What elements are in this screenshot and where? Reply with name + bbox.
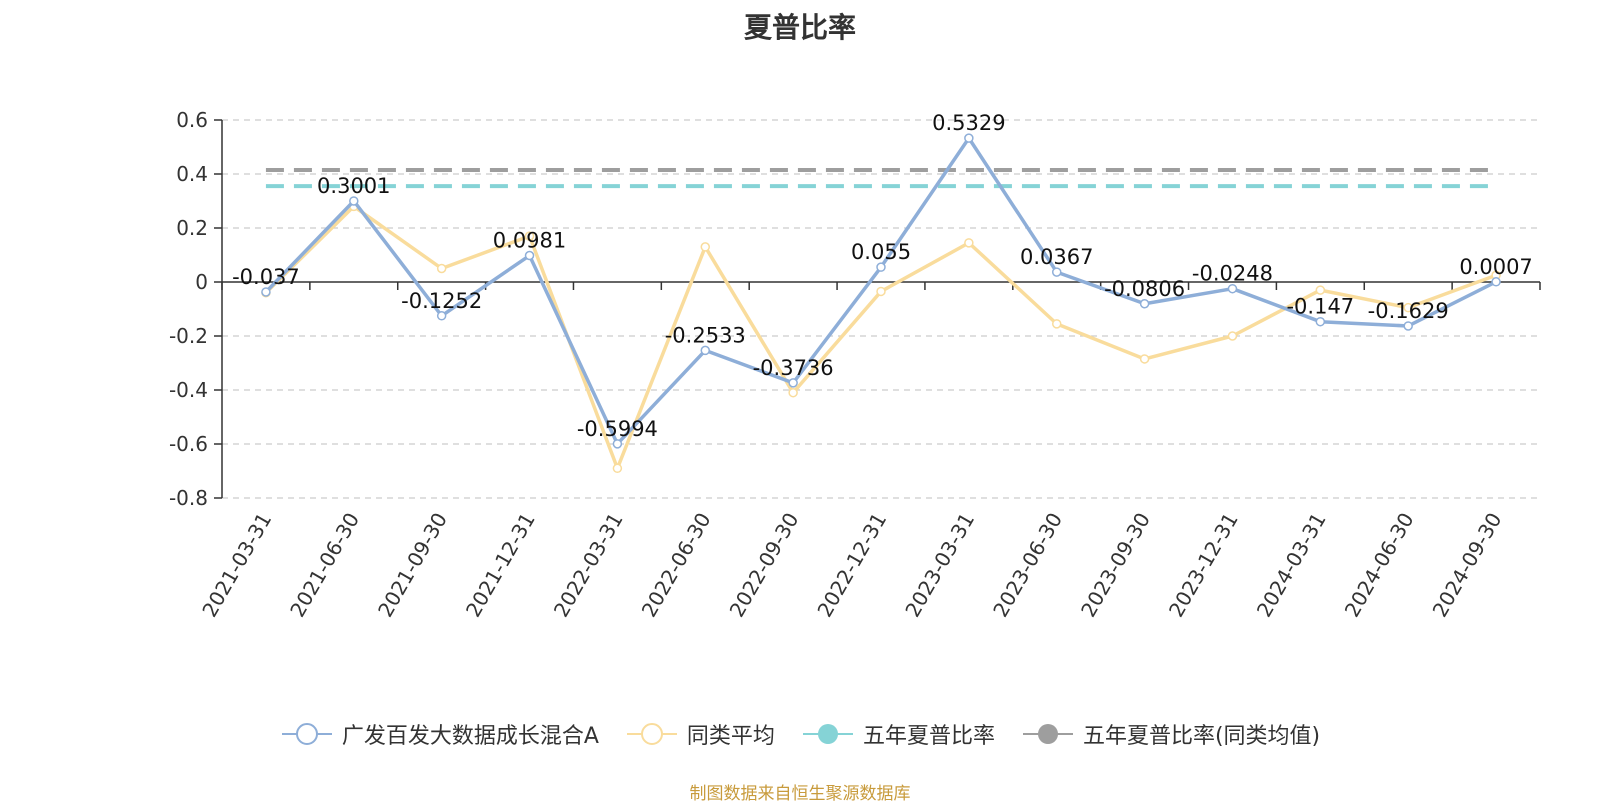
chart-legend: 广发百发大数据成长混合A 同类平均 五年夏普比率 五年夏普比率(同类均值) <box>0 718 1600 750</box>
series-point <box>1315 285 1326 295</box>
x-tick-label: 2023-03-31 <box>900 509 979 622</box>
series-point <box>436 263 447 274</box>
x-tick-label: 2021-09-30 <box>373 508 452 621</box>
x-tick-label: 2022-06-30 <box>637 509 716 622</box>
x-tick-label: 2021-03-31 <box>197 509 276 622</box>
data-label: 0.0981 <box>493 229 566 253</box>
series-point <box>964 238 974 248</box>
data-label: -0.0248 <box>1192 262 1273 286</box>
data-label: 0.5329 <box>932 111 1005 135</box>
series-point <box>1139 299 1150 309</box>
series-point <box>964 133 974 143</box>
x-tick-label: 2022-12-31 <box>812 509 891 622</box>
series-point <box>1403 302 1413 313</box>
y-tick-label: 0.6 <box>176 108 208 132</box>
legend-label: 五年夏普比率 <box>862 724 995 749</box>
series-point <box>1227 283 1238 294</box>
y-tick-label: -0.6 <box>169 432 208 456</box>
legend-label: 广发百发大数据成长混合A <box>341 724 599 749</box>
series-point <box>700 345 711 356</box>
y-tick-label: 0 <box>195 270 208 294</box>
series-point <box>1403 321 1413 331</box>
legend-swatch <box>626 723 677 745</box>
series-point <box>1139 354 1150 364</box>
data-label: -0.0806 <box>1104 277 1185 301</box>
series-point <box>876 262 886 272</box>
series-point <box>261 287 271 297</box>
series-point <box>700 242 711 252</box>
legend-swatch <box>281 723 332 745</box>
legend-item[interactable]: 同类平均 <box>625 718 775 750</box>
x-tick-label: 2023-12-31 <box>1164 509 1243 622</box>
series-point <box>876 286 886 297</box>
series-point <box>788 387 798 398</box>
y-tick-label: -0.8 <box>169 486 208 510</box>
y-tick-label: 0.4 <box>176 162 208 186</box>
y-tick-label: -0.2 <box>169 324 208 348</box>
x-tick-label: 2023-09-30 <box>1076 509 1155 622</box>
data-label: -0.147 <box>1286 295 1354 319</box>
legend-item[interactable]: 五年夏普比率(同类均值) <box>1021 718 1320 750</box>
data-label: -0.037 <box>232 265 300 289</box>
data-label: -0.2533 <box>665 323 746 347</box>
series-point <box>436 311 447 321</box>
data-label: 0.0367 <box>1020 245 1093 269</box>
y-tick-label: -0.4 <box>169 378 208 402</box>
y-tick-label: 0.2 <box>176 216 208 240</box>
x-tick-label: 2022-09-30 <box>725 509 804 622</box>
x-tick-label: 2021-06-30 <box>285 509 364 622</box>
series-point <box>349 196 359 206</box>
legend-item[interactable]: 五年夏普比率 <box>801 718 995 750</box>
x-tick-label: 2021-12-31 <box>461 509 540 622</box>
series-point <box>1051 319 1062 329</box>
x-tick-label: 2024-06-30 <box>1340 509 1419 622</box>
source-note: 制图数据来自恒生聚源数据库 <box>689 784 911 804</box>
data-label: -0.5994 <box>577 417 658 441</box>
data-label: 0.055 <box>851 240 911 264</box>
series-point <box>612 463 623 474</box>
series-point <box>1227 331 1238 341</box>
data-label: -0.1629 <box>1368 299 1449 323</box>
series-point <box>788 378 798 388</box>
series-point <box>524 231 535 241</box>
data-label: 0.0007 <box>1459 255 1532 279</box>
legend-item[interactable]: 广发百发大数据成长混合A <box>280 718 599 750</box>
x-tick-label: 2022-03-31 <box>549 509 628 622</box>
series-point <box>612 439 623 449</box>
data-label: 0.3001 <box>317 174 390 198</box>
chart-title: 夏普比率 <box>743 11 856 44</box>
legend-swatch <box>802 724 853 744</box>
series-point <box>1491 277 1501 287</box>
x-tick-label: 2024-03-31 <box>1252 509 1331 622</box>
data-label: -0.3736 <box>753 356 834 380</box>
series-point <box>1315 316 1326 327</box>
legend-label: 同类平均 <box>686 724 775 749</box>
x-tick-label: 2023-06-30 <box>988 509 1067 622</box>
legend-swatch <box>1022 724 1073 744</box>
legend-label: 五年夏普比率(同类均值) <box>1082 724 1321 749</box>
series-point <box>524 250 535 261</box>
x-tick-label: 2024-09-30 <box>1427 509 1506 622</box>
data-label: -0.1252 <box>401 289 482 313</box>
series-point <box>1051 267 1062 277</box>
